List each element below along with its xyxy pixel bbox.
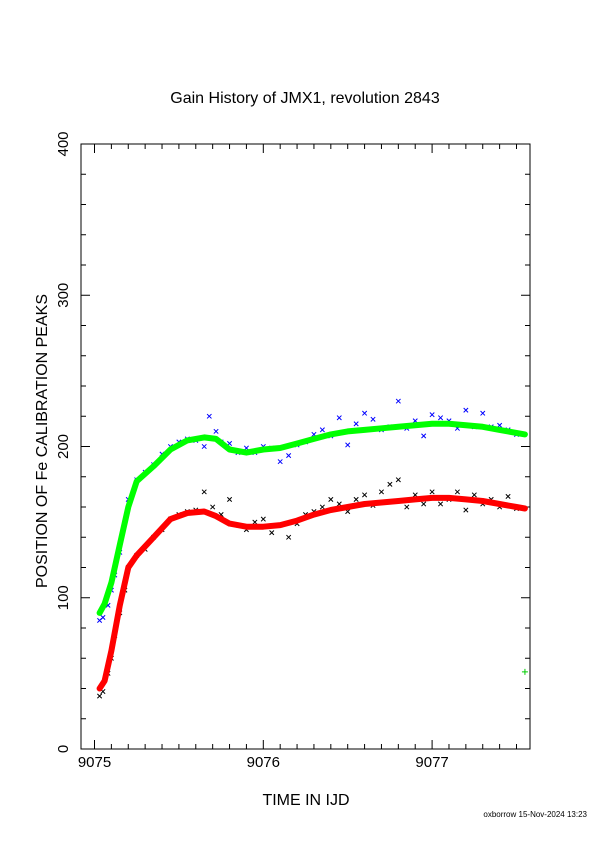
data-point xyxy=(471,492,477,498)
data-point xyxy=(521,668,528,675)
data-point xyxy=(362,492,368,498)
data-point xyxy=(201,443,207,450)
data-point xyxy=(463,407,469,413)
data-point xyxy=(429,489,435,495)
y-tick-label: 200 xyxy=(55,434,72,459)
data-point xyxy=(286,453,292,459)
data-point xyxy=(260,516,266,522)
data-point xyxy=(437,415,444,421)
y-axis-label: POSITION OF Fe CALIBRATION PEAKS xyxy=(34,294,51,588)
data-point xyxy=(454,489,460,495)
chart-title: Gain History of JMX1, revolution 2843 xyxy=(170,90,440,107)
data-point xyxy=(404,504,410,510)
data-point xyxy=(429,412,435,418)
data-point xyxy=(206,413,212,419)
y-tick-label: 0 xyxy=(55,745,72,753)
data-point xyxy=(319,504,325,510)
data-point xyxy=(345,442,351,448)
data-point xyxy=(463,507,469,513)
data-point xyxy=(210,504,216,510)
series-4 xyxy=(521,668,528,675)
data-point xyxy=(370,416,376,422)
data-point xyxy=(395,398,401,404)
fit-curve xyxy=(96,420,528,616)
series-1 xyxy=(96,420,528,616)
axis-ticks xyxy=(81,143,530,750)
data-point xyxy=(252,519,258,525)
data-point xyxy=(277,459,283,465)
footer-stamp: oxborrow 15-Nov-2024 13:23 xyxy=(483,810,587,819)
data-point xyxy=(437,501,444,507)
series-2 xyxy=(97,477,520,699)
data-point xyxy=(336,415,342,421)
data-point xyxy=(100,614,106,620)
x-tick-label: 9075 xyxy=(78,754,111,771)
data-point xyxy=(353,421,359,427)
axis-tick-labels: 0 100 200 300 400 9075 9076 9077 xyxy=(55,131,449,771)
data-point xyxy=(395,477,401,483)
data-point xyxy=(353,496,359,502)
data-point xyxy=(362,410,368,416)
data-point xyxy=(505,493,511,499)
data-point xyxy=(480,410,486,416)
x-axis-label: TIME IN IJD xyxy=(262,792,349,809)
data-point xyxy=(328,496,334,502)
y-tick-label: 400 xyxy=(55,131,72,156)
y-tick-label: 100 xyxy=(55,585,72,610)
data-point xyxy=(213,428,219,434)
series-layer xyxy=(96,398,528,699)
data-point xyxy=(286,534,292,540)
series-3 xyxy=(96,494,528,692)
series-0 xyxy=(97,398,520,623)
data-point xyxy=(269,530,275,536)
fit-curve xyxy=(96,494,528,692)
data-point xyxy=(378,489,385,495)
data-point xyxy=(319,427,325,433)
data-point xyxy=(97,693,103,699)
x-tick-label: 9077 xyxy=(415,754,448,771)
plot-frame xyxy=(80,143,531,750)
data-point xyxy=(421,501,427,507)
data-point xyxy=(226,496,233,502)
x-tick-label: 9076 xyxy=(247,754,280,771)
data-point xyxy=(421,433,427,439)
data-point xyxy=(387,481,393,487)
data-point xyxy=(201,489,207,495)
y-tick-label: 300 xyxy=(55,283,72,308)
